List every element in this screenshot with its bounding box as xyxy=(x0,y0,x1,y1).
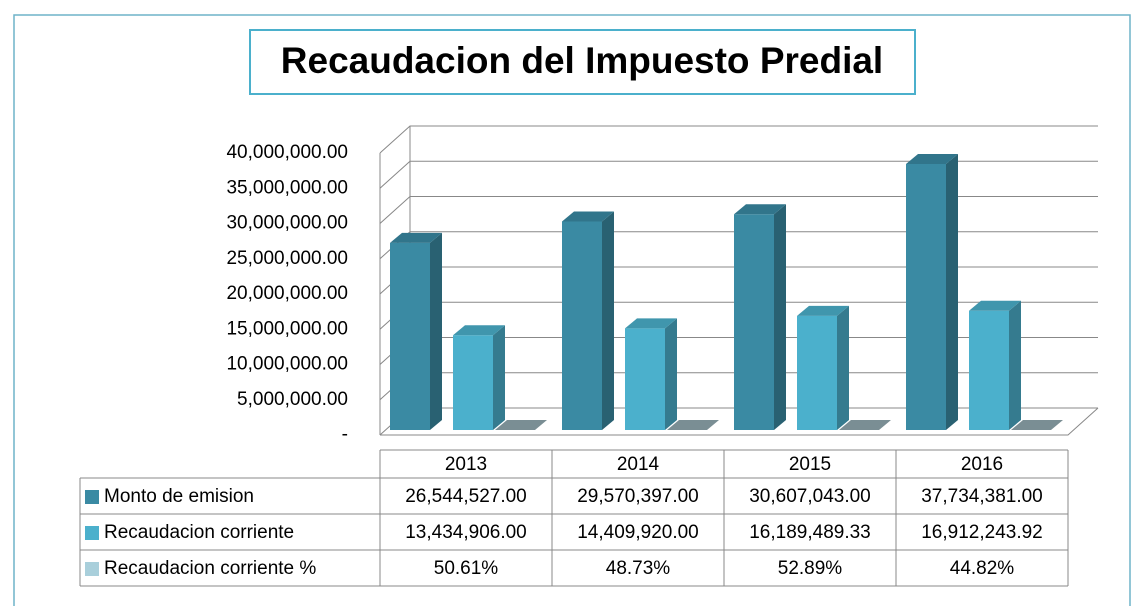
bar-side xyxy=(946,153,958,431)
table-value: 14,409,920.00 xyxy=(577,522,699,543)
bar xyxy=(839,419,891,430)
bar-top xyxy=(667,419,719,430)
grid-line xyxy=(379,125,1098,154)
bar xyxy=(625,318,677,430)
bar xyxy=(453,325,505,430)
bar-top xyxy=(1011,419,1063,430)
table-value: 52.89% xyxy=(778,558,843,579)
legend-label: Recaudacion corriente % xyxy=(104,558,316,579)
table-value: 26,544,527.00 xyxy=(405,486,527,507)
x-tick-label: 2013 xyxy=(445,454,487,475)
bar xyxy=(906,153,958,431)
y-tick-label: 10,000,000.00 xyxy=(226,354,348,375)
grid-line xyxy=(379,160,1098,189)
y-tick-label: 15,000,000.00 xyxy=(226,318,348,339)
bar-side xyxy=(665,318,677,430)
y-tick-label: 35,000,000.00 xyxy=(226,177,348,198)
y-tick-label: - xyxy=(342,424,348,445)
bar-front xyxy=(734,214,774,430)
table-value: 13,434,906.00 xyxy=(405,522,527,543)
bar-top xyxy=(390,232,442,243)
chart-title: Recaudacion del Impuesto Predial xyxy=(281,40,883,81)
legend-swatch xyxy=(85,562,99,576)
bar xyxy=(562,211,614,430)
table-value: 29,570,397.00 xyxy=(577,486,699,507)
legend-swatch xyxy=(85,526,99,540)
floor xyxy=(380,407,1099,436)
frame xyxy=(13,14,1131,606)
bar-side xyxy=(879,419,891,430)
bar-front xyxy=(797,315,837,430)
grid-line xyxy=(379,196,1098,224)
table-value: 30,607,043.00 xyxy=(749,486,871,507)
bar-top xyxy=(562,211,614,222)
x-tick-label: 2015 xyxy=(789,454,831,475)
y-tick-label: 20,000,000.00 xyxy=(226,283,348,304)
bar xyxy=(667,419,719,430)
bar-front xyxy=(453,335,493,430)
bar-top xyxy=(495,419,547,430)
bar-side xyxy=(1009,300,1021,430)
bar-front xyxy=(906,163,946,431)
bar-front xyxy=(562,221,602,430)
bar-side xyxy=(707,419,719,430)
table-value: 16,189,489.33 xyxy=(749,522,871,543)
bar xyxy=(969,300,1021,430)
x-tick-label: 2014 xyxy=(617,454,660,475)
y-tick-label: 40,000,000.00 xyxy=(226,142,348,163)
table-value: 48.73% xyxy=(606,558,671,579)
bar xyxy=(495,419,547,430)
bar-side xyxy=(602,211,614,430)
title-box xyxy=(249,29,916,95)
y-tick-label: 30,000,000.00 xyxy=(226,213,348,234)
bar-front xyxy=(969,310,1009,430)
bar xyxy=(1011,419,1063,430)
y-tick-label: 25,000,000.00 xyxy=(226,248,348,269)
table-value: 16,912,243.92 xyxy=(921,522,1043,543)
bar-top xyxy=(969,300,1021,311)
bar-top xyxy=(625,318,677,329)
bar-side xyxy=(837,305,849,430)
bar xyxy=(797,305,849,430)
legend-swatch xyxy=(85,490,99,504)
legend-label: Recaudacion corriente xyxy=(104,522,294,543)
bar-front xyxy=(625,328,665,430)
table-value: 50.61% xyxy=(434,558,499,579)
bar xyxy=(390,232,442,430)
x-tick-label: 2016 xyxy=(961,454,1003,475)
bar-top xyxy=(453,325,505,336)
bar-top xyxy=(734,204,786,215)
bar-side xyxy=(493,325,505,430)
bar-top xyxy=(906,153,958,164)
legend-label: Monto de emision xyxy=(104,486,254,507)
bar-side xyxy=(430,232,442,430)
bar-side xyxy=(1051,419,1063,430)
bar-front xyxy=(390,242,430,430)
bar-side xyxy=(535,419,547,430)
bar-top xyxy=(797,305,849,316)
table-value: 44.82% xyxy=(950,558,1015,579)
y-tick-label: 5,000,000.00 xyxy=(237,389,348,410)
bar-side xyxy=(774,204,786,430)
bar xyxy=(734,204,786,430)
bar-top xyxy=(839,419,891,430)
table-value: 37,734,381.00 xyxy=(921,486,1043,507)
